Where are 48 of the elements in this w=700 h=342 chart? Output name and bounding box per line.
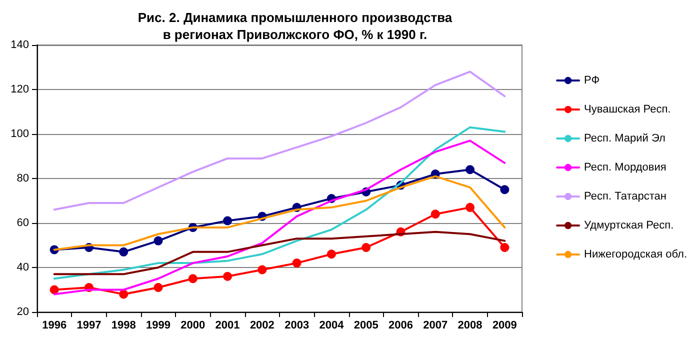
x-tick-label: 2006 xyxy=(388,320,413,332)
x-tick-label: 2000 xyxy=(180,320,206,332)
point xyxy=(119,247,128,256)
line-series xyxy=(53,126,506,280)
legend-label: Респ. Мордовия xyxy=(584,162,666,174)
legend-label: РФ xyxy=(584,74,600,86)
point xyxy=(326,250,336,259)
legend-label: Респ. Марий Эл xyxy=(584,132,666,144)
point xyxy=(223,272,232,281)
point xyxy=(258,265,267,274)
y-tick-label: 100 xyxy=(10,128,29,140)
x-tick-label: 2003 xyxy=(284,320,310,332)
point xyxy=(154,236,163,246)
line-series xyxy=(53,70,506,211)
x-tick-label: 2009 xyxy=(492,320,517,332)
x-tick-label: 1997 xyxy=(76,320,102,332)
y-tick-label: 60 xyxy=(16,217,29,229)
point xyxy=(119,290,128,299)
point xyxy=(430,210,440,219)
point xyxy=(292,258,302,268)
legend-label: Чувашская Респ. xyxy=(584,104,671,116)
point xyxy=(500,242,510,252)
x-tick-label: 2005 xyxy=(354,320,378,332)
x-tick-label: 2002 xyxy=(250,320,274,332)
y-tick-label: 20 xyxy=(16,306,29,318)
chart-title: Рис. 2. Динамика промышленного производства в регионах Приволжского ФО, % к 1990 г. xyxy=(138,10,453,42)
point xyxy=(223,216,232,226)
legend-label: Удмуртская Респ. xyxy=(584,220,674,232)
x-tick-label: 1996 xyxy=(42,320,67,332)
x-tick-label: 2004 xyxy=(319,320,345,332)
point xyxy=(50,285,59,294)
legend-label: Респ. Татарстан xyxy=(584,190,666,202)
x-tick-label: 1999 xyxy=(146,320,170,332)
y-tick-label: 120 xyxy=(10,84,29,96)
x-tick-label: 2007 xyxy=(423,320,448,332)
y-tick-label: 140 xyxy=(10,39,29,51)
y-tick-label: 80 xyxy=(16,172,29,184)
x-tick-label: 2001 xyxy=(215,320,240,332)
point xyxy=(362,242,371,252)
x-tick-label: 1998 xyxy=(111,320,136,332)
legend-label: Нижегородская обл. xyxy=(584,248,688,260)
point xyxy=(466,202,475,212)
x-tick-label: 2008 xyxy=(458,320,482,332)
point xyxy=(500,185,510,194)
point xyxy=(466,165,475,174)
point xyxy=(154,283,163,292)
y-tick-label: 40 xyxy=(16,262,29,274)
point xyxy=(188,274,198,284)
